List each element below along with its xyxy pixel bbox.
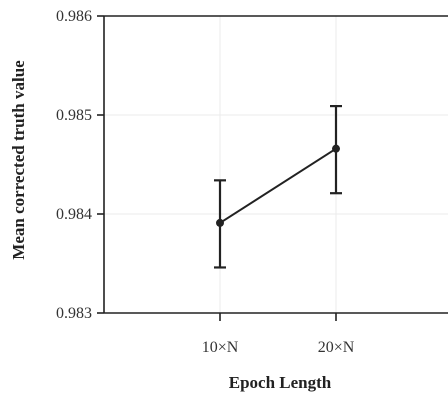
data-point-0-1 [332,144,340,153]
x-axis-title: Epoch Length [229,373,332,392]
grid [104,15,448,314]
x-tick-label-0: 10×N [202,339,239,356]
y-tick-label-0: 0.983 [56,305,92,322]
series-line-0 [219,147,337,224]
y-tick-label-3: 0.986 [56,8,92,25]
y-tick-label-1: 0.984 [56,206,92,223]
x-ticks: 10×N 20×N [202,313,355,356]
x-tick-label-1: 20×N [318,339,355,356]
y-axis-title: Mean corrected truth value [9,60,28,260]
data-point-0-0 [216,218,224,227]
y-tick-label-2: 0.985 [56,107,92,124]
plot-area [214,104,342,269]
y-ticks: 0.983 0.984 0.985 0.986 [56,8,104,322]
